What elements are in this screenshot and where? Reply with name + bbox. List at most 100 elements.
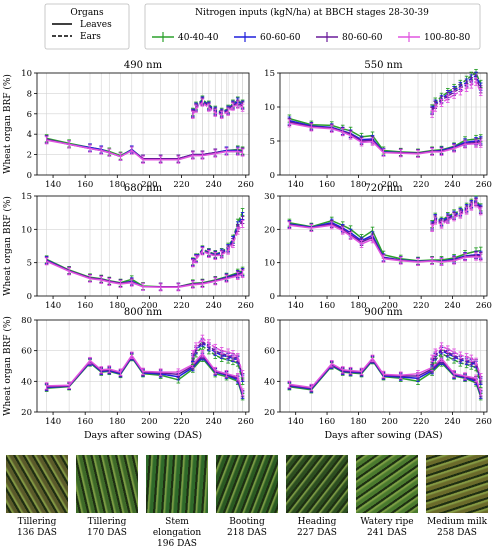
series-line: [431, 349, 482, 382]
photo-stage: Tillering: [87, 517, 127, 527]
series-line: [192, 223, 244, 264]
organs-legend-box: [44, 3, 130, 50]
x-tick-label: 240: [206, 417, 222, 427]
stage-photo: [6, 455, 68, 513]
chart-panel: 140 160 180 200 220 240 260 20 40 60 80 800 nm Wheat…: [2, 307, 254, 441]
x-tick-label: 260: [476, 417, 492, 427]
photo-caption: Stem elongation 196 DAS: [140, 517, 214, 550]
series-line: [46, 352, 244, 393]
series-line: [289, 117, 481, 154]
x-tick-label: 180: [109, 180, 125, 190]
x-tick-label: 140: [45, 417, 61, 427]
chart-panel: 140 160 180 200 220 240 260 0 5 10 15 550 nm: [264, 60, 492, 190]
photo-stage: Watery ripe: [360, 517, 414, 527]
photo-caption: Tillering 170 DAS: [70, 517, 144, 539]
series-line: [46, 139, 243, 161]
panel-title: 900 nm: [364, 307, 403, 318]
photo-caption: Heading 227 DAS: [280, 517, 354, 539]
treatment-label: 80-60-60: [342, 33, 383, 43]
series-line: [46, 137, 243, 160]
x-tick-label: 180: [109, 417, 125, 427]
chart-panel: 140 160 180 200 220 240 260 20 40 60 80 900 nm Days …: [264, 307, 492, 441]
x-tick-label: 200: [141, 301, 157, 311]
chart-panel: 140 160 180 200 220 240 260 0 5 10 15 680 nm Wheat o…: [2, 183, 254, 311]
photo-das: 241 DAS: [367, 528, 407, 538]
series-line: [431, 200, 482, 227]
x-axis-label: Days after sowing (DAS): [84, 430, 202, 441]
panel-title: 490 nm: [124, 60, 163, 71]
series-line: [289, 357, 482, 393]
y-tick-label: 80: [21, 316, 32, 326]
y-tick-label: 2: [27, 151, 32, 161]
x-tick-label: 140: [288, 417, 304, 427]
panel-title: 800 nm: [124, 307, 163, 318]
plot-frame: [36, 195, 250, 297]
panel-title: 550 nm: [364, 60, 403, 71]
y-tick-label: 5: [270, 137, 275, 147]
photo-caption: Medium milk 258 DAS: [420, 517, 494, 539]
y-tick-label: 10: [264, 259, 275, 269]
treatment-label: 100-80-80: [424, 33, 470, 43]
series-line: [289, 224, 481, 263]
series-line: [192, 341, 244, 379]
series-line: [192, 100, 243, 115]
x-tick-label: 160: [77, 417, 93, 427]
photo-caption: Booting 218 DAS: [210, 517, 284, 539]
x-tick-label: 220: [413, 417, 429, 427]
x-tick-label: 200: [141, 417, 157, 427]
stage-photo: [286, 455, 348, 513]
plot-frame: [279, 195, 488, 297]
y-tick-label: 40: [264, 377, 275, 387]
x-axis-label: Days after sowing (DAS): [324, 430, 442, 441]
photo-stage: Booting: [229, 517, 265, 527]
series-line: [431, 199, 482, 226]
treatment-label: 60-60-60: [260, 33, 301, 43]
x-tick-label: 260: [238, 180, 254, 190]
treatment-legend-title: Nitrogen inputs (kgN/ha) at BBCH stages …: [195, 7, 429, 18]
stage-photo: [426, 455, 488, 513]
y-tick-label: 10: [264, 103, 275, 113]
y-tick-label: 40: [21, 377, 32, 387]
series-line: [431, 198, 482, 225]
y-tick-label: 0: [27, 171, 32, 181]
x-tick-label: 240: [444, 180, 460, 190]
x-tick-label: 160: [319, 180, 335, 190]
stage-photo: [146, 455, 208, 513]
series-line: [46, 260, 243, 289]
treatment-legend-box: [144, 3, 481, 50]
series-line: [192, 99, 243, 114]
series-line: [192, 98, 244, 113]
organ-label: Ears: [80, 32, 101, 42]
series-line: [431, 348, 482, 381]
photo-caption: Tillering 136 DAS: [0, 517, 74, 539]
y-tick-label: 20: [264, 408, 275, 418]
photo-das: 196 DAS: [157, 539, 197, 549]
x-tick-label: 140: [288, 301, 304, 311]
x-tick-label: 140: [45, 180, 61, 190]
x-tick-label: 200: [382, 180, 398, 190]
x-tick-label: 160: [319, 301, 335, 311]
x-tick-label: 220: [173, 417, 189, 427]
photo-stage: Medium milk: [426, 517, 488, 527]
plot-frame: [279, 319, 488, 413]
y-tick-label: 80: [264, 316, 275, 326]
y-tick-label: 0: [270, 292, 275, 302]
x-tick-label: 200: [382, 417, 398, 427]
series-line: [431, 80, 482, 115]
x-tick-label: 240: [206, 301, 222, 311]
y-tick-label: 10: [21, 225, 32, 235]
treatment-label: 40-40-40: [178, 33, 219, 43]
series-line: [192, 345, 244, 382]
x-tick-label: 180: [350, 417, 366, 427]
y-tick-label: 4: [27, 130, 32, 140]
series-line: [431, 345, 482, 377]
series-line: [431, 74, 482, 111]
chart-panel: 140 160 180 200 220 240 260 0 10 20 30 720 nm: [264, 183, 492, 311]
y-tick-label: 60: [264, 347, 275, 357]
series-line: [289, 219, 481, 262]
photo-caption: Watery ripe 241 DAS: [350, 517, 424, 539]
panel-title: 720 nm: [364, 183, 403, 194]
stage-photo: [356, 455, 418, 513]
x-tick-label: 220: [173, 180, 189, 190]
x-tick-label: 220: [413, 180, 429, 190]
